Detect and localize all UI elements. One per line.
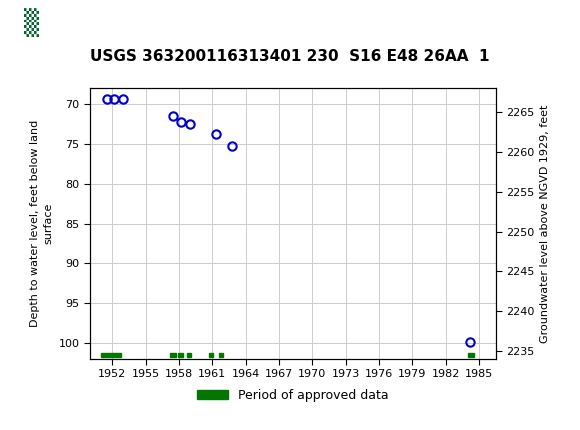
Legend: Period of approved data: Period of approved data — [192, 384, 394, 407]
Bar — [209, 353, 213, 357]
Bar — [178, 353, 183, 357]
FancyBboxPatch shape — [3, 4, 61, 41]
Bar — [101, 353, 121, 357]
Bar — [170, 353, 176, 357]
Bar — [468, 353, 474, 357]
Bar — [219, 353, 223, 357]
Y-axis label: Groundwater level above NGVD 1929, feet: Groundwater level above NGVD 1929, feet — [540, 104, 550, 343]
Bar — [187, 353, 191, 357]
Text: ▒: ▒ — [24, 8, 39, 37]
Text: USGS 363200116313401 230  S16 E48 26AA  1: USGS 363200116313401 230 S16 E48 26AA 1 — [90, 49, 490, 64]
Text: USGS: USGS — [72, 14, 128, 31]
Y-axis label: Depth to water level, feet below land
surface: Depth to water level, feet below land su… — [30, 120, 53, 327]
